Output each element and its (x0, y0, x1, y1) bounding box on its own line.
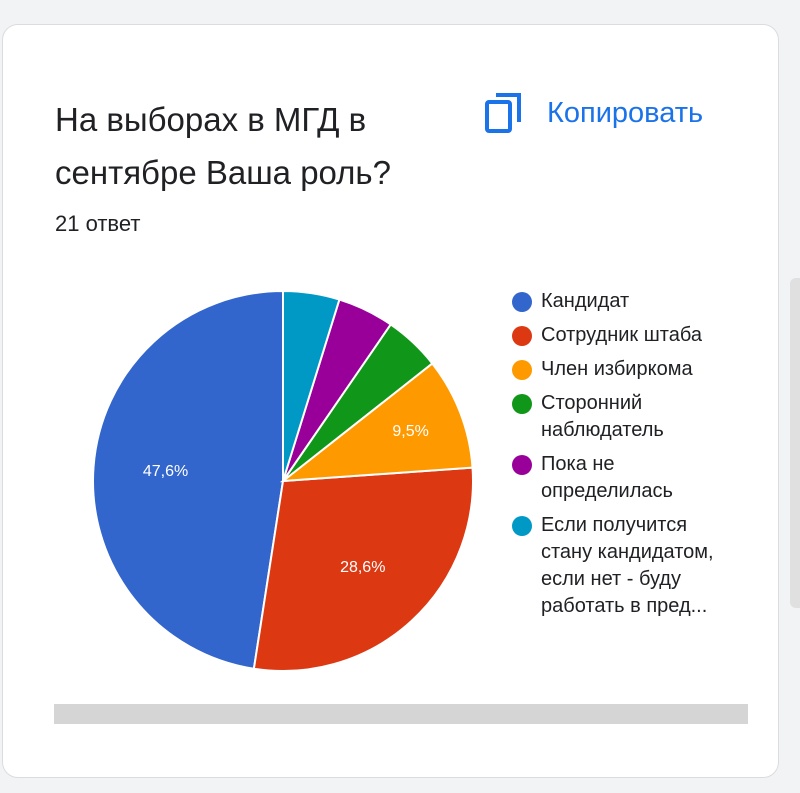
slice-data-label: 28,6% (340, 559, 385, 576)
pie-slice[interactable] (279, 362, 474, 483)
legend-item[interactable]: Сотрудник штаба (512, 322, 727, 349)
horizontal-scrollbar[interactable] (54, 704, 748, 724)
pie-slice[interactable] (252, 466, 474, 672)
legend-item[interactable]: Член избиркома (512, 356, 727, 383)
copy-icon (485, 93, 521, 133)
legend-label: Член избиркома (541, 358, 693, 380)
slice-data-label: 9,5% (392, 423, 428, 440)
legend-swatch (512, 292, 532, 312)
slice-data-label: 47,6% (143, 463, 188, 480)
question-title: На выборах в МГД в сентябре Ваша роль? (55, 101, 391, 191)
pie-chart: 47,6% 28,6% 9,5% (92, 289, 474, 672)
vertical-scrollbar[interactable] (790, 278, 800, 608)
legend-item[interactable]: Пока не определилась (512, 451, 727, 505)
chart-legend: Кандидат Сотрудник штаба Член избиркома Сто… (512, 288, 727, 627)
legend-swatch (512, 326, 532, 346)
copy-chart-button[interactable]: Копировать (483, 87, 703, 139)
legend-label: Сотрудник штаба (541, 324, 702, 346)
pie-slice[interactable] (92, 289, 284, 670)
legend-swatch (512, 516, 532, 536)
legend-item[interactable]: Если получится стану кандидатом, если не… (512, 512, 727, 620)
copy-label: Копировать (547, 96, 704, 129)
legend-label: Сторонний наблюдатель (541, 392, 664, 441)
legend-label: Пока не определилась (541, 453, 673, 502)
response-count: 21 ответ (55, 211, 141, 236)
legend-swatch (512, 360, 532, 380)
legend-swatch (512, 455, 532, 475)
legend-label: Кандидат (541, 290, 630, 312)
pie-slice[interactable] (282, 289, 341, 482)
legend-item[interactable]: Кандидат (512, 288, 727, 315)
legend-swatch (512, 394, 532, 414)
legend-item[interactable]: Сторонний наблюдатель (512, 390, 727, 444)
legend-label: Если получится стану кандидатом, если не… (541, 514, 714, 617)
